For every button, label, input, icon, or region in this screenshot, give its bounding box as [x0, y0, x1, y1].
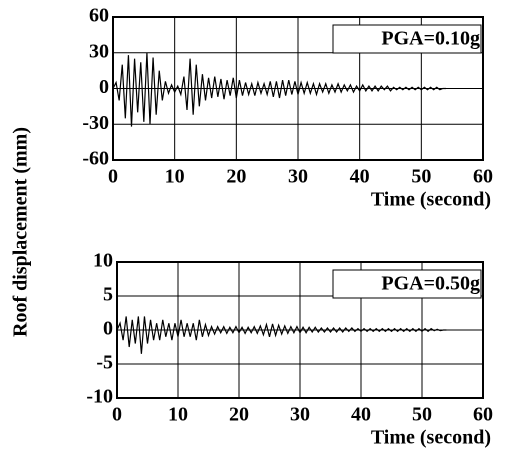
- y-tick-label: -10: [86, 386, 113, 408]
- data-line: [112, 52, 446, 127]
- x-tick-label: 10: [168, 404, 188, 426]
- y-tick-label: 5: [103, 284, 113, 306]
- y-tick-label: 0: [103, 318, 113, 340]
- annotation-box: [332, 269, 482, 299]
- annotation-box: [332, 24, 482, 54]
- x-axis-label: Time (second): [371, 189, 491, 211]
- x-tick-label: 10: [165, 166, 185, 188]
- x-tick-label: 20: [226, 166, 246, 188]
- y-tick-label: -5: [96, 352, 113, 374]
- x-tick-label: 60: [473, 404, 493, 426]
- x-tick-label: 20: [229, 404, 249, 426]
- y-tick-label: 30: [89, 40, 109, 62]
- annotation: PGA=0.10g: [381, 28, 480, 50]
- x-tick-label: 30: [290, 404, 310, 426]
- x-tick-label: 40: [350, 166, 370, 188]
- y-tick-label: 60: [89, 5, 109, 27]
- x-tick-label: 30: [288, 166, 308, 188]
- y-tick-label: 10: [93, 250, 113, 272]
- y-tick-label: -30: [82, 112, 109, 134]
- x-tick-label: 50: [412, 404, 432, 426]
- x-tick-label: 50: [411, 166, 431, 188]
- x-tick-label: 40: [351, 404, 371, 426]
- x-tick-label: 0: [112, 404, 122, 426]
- x-tick-label: 0: [108, 166, 118, 188]
- data-line: [116, 316, 447, 354]
- x-tick-label: 60: [473, 166, 493, 188]
- annotation: PGA=0.50g: [381, 273, 480, 295]
- y-tick-label: 0: [99, 76, 109, 98]
- y-axis-label: Roof displacement (mm): [10, 127, 32, 337]
- y-tick-label: -60: [82, 148, 109, 170]
- x-axis-label: Time (second): [371, 427, 491, 449]
